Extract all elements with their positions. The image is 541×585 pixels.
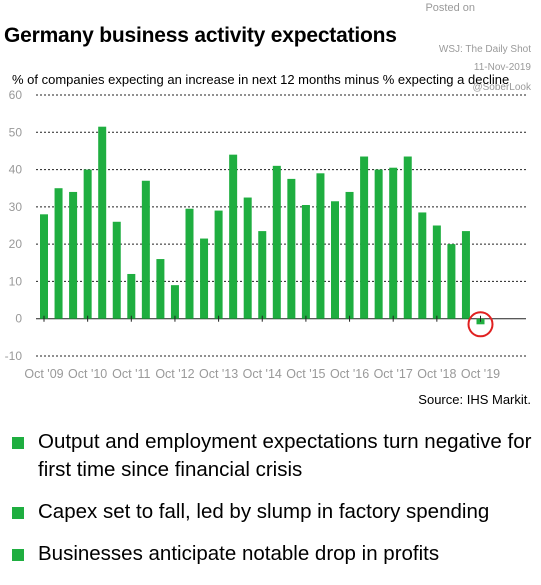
bar [243,197,252,319]
x-tick-label: Oct '12 [155,367,194,381]
bar [69,191,78,319]
bar-chart: -10 0 10 20 30 40 50 60 Oct '09 Oct '10 Oct '11 Oct… [5,88,526,381]
x-tick-label: Oct '19 [461,367,500,381]
x-tick-label: Oct '14 [243,367,282,381]
posted-label: Posted on [425,2,475,14]
bullet-text: Capex set to fall, led by slump in facto… [38,500,490,523]
bar [389,167,398,319]
bar [40,214,48,319]
bar [200,238,209,319]
posted-source: WSJ: The Daily Shot [438,44,531,55]
y-tick-label: 50 [9,125,23,139]
x-tick-label: Oct '11 [112,367,150,381]
y-tick-label: 30 [9,200,23,214]
bullet-square-icon [12,437,24,449]
bar [141,180,150,319]
y-tick-label: 40 [9,163,23,177]
bar [432,225,441,319]
bar [345,191,354,319]
bar [301,204,310,319]
y-tick-label: -10 [5,349,23,363]
bar [360,156,369,319]
bullet-text: Output and employment expectations turn … [38,430,532,481]
bar [461,231,470,319]
x-tick-label: Oct '17 [374,367,413,381]
bullet-item: Businesses anticipate notable drop in pr… [12,540,537,568]
y-tick-label: 60 [9,88,23,102]
x-tick-label: Oct '09 [24,367,63,381]
x-tick-label: Oct '10 [68,367,107,381]
y-tick-label: 10 [9,274,23,288]
bar [185,208,194,319]
source-label: Source: IHS Markit. [418,392,531,407]
x-tick-label: Oct '18 [417,367,456,381]
x-tick-label: Oct '13 [199,367,238,381]
bar [331,201,339,319]
bar [112,221,121,319]
x-tick-label: Oct '16 [330,367,369,381]
bar [287,178,296,319]
bar [403,156,412,319]
y-tick-label: 0 [15,312,22,326]
bar [127,273,136,319]
highlight-circle [467,311,494,338]
bullet-square-icon [12,549,24,561]
bar [272,165,281,319]
y-tick-label: 20 [9,237,23,251]
bar [418,212,427,319]
posted-handle: @SoberLook [472,82,531,93]
bullet-text: Businesses anticipate notable drop in pr… [38,542,440,565]
bar [83,169,92,319]
posted-date: 11-Nov-2019 [473,62,531,73]
bar [258,231,267,319]
bar [156,259,165,319]
bullet-item: Output and employment expectations turn … [12,428,537,484]
bullet-list: Output and employment expectations turn … [12,428,537,582]
chart-ylabel: % of companies expecting an increase in … [12,72,510,87]
bar [214,210,223,319]
chart-title: Germany business activity expectations [4,24,397,47]
bar [98,126,107,319]
bullet-item: Capex set to fall, led by slump in facto… [12,498,537,526]
bar [170,285,179,319]
bar [374,169,383,319]
bar [54,188,63,319]
x-tick-label: Oct '15 [286,367,325,381]
bar [316,173,325,319]
bullet-square-icon [12,507,24,519]
bar [229,154,238,319]
bar [447,244,456,319]
